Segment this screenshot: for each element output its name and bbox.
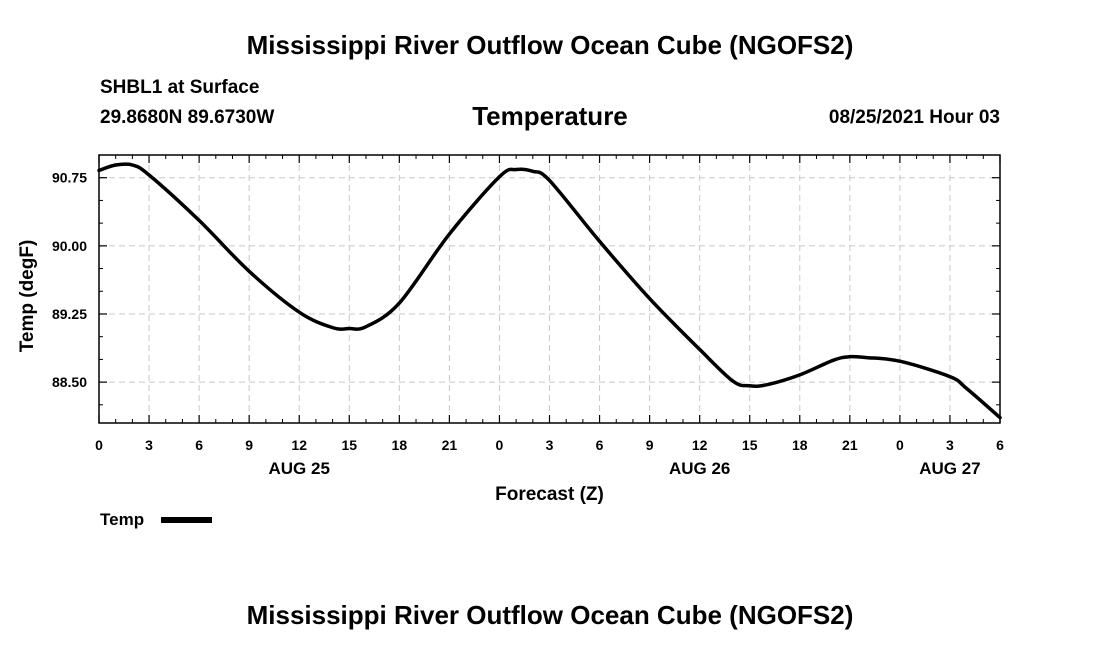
x-tick-label: 18: [392, 437, 408, 453]
station-label: SHBL1 at Surface: [100, 77, 260, 98]
x-tick-label: 9: [646, 437, 654, 453]
x-tick-label: 6: [195, 437, 203, 453]
x-tick-label: 0: [896, 437, 904, 453]
x-tick-label: 6: [996, 437, 1004, 453]
x-tick-label: 6: [596, 437, 604, 453]
variable-title: Temperature: [472, 101, 628, 131]
y-axis-label: Temp (degF): [17, 240, 38, 353]
x-tick-label: 12: [291, 437, 307, 453]
legend: Temp: [100, 510, 212, 529]
x-tick-label: 9: [245, 437, 253, 453]
day-label: AUG 27: [919, 459, 980, 478]
x-tick-label: 18: [792, 437, 808, 453]
grid-lines: [99, 155, 1000, 423]
x-tick-label: 3: [546, 437, 554, 453]
x-tick-label: 21: [842, 437, 858, 453]
datetime-label: 08/25/2021 Hour 03: [828, 107, 1000, 128]
series-line-temp: [97, 162, 1002, 420]
day-label: AUG 26: [669, 459, 730, 478]
x-tick-label: 0: [95, 437, 103, 453]
x-tick-label: 3: [946, 437, 954, 453]
y-tick-label: 89.25: [52, 306, 87, 322]
axis-ticks: 0 3 6 9 12 15 18 21 0 3 6 9 12 15 18 21 0 3 6 AUG 25 AUG 26 A…: [52, 154, 1004, 478]
legend-label: Temp: [100, 510, 144, 529]
x-tick-label: 21: [442, 437, 458, 453]
coordinates-label: 29.8680N 89.6730W: [100, 107, 275, 128]
x-tick-label: 12: [692, 437, 708, 453]
x-tick-label: 15: [341, 437, 357, 453]
x-tick-label: 3: [145, 437, 153, 453]
y-tick-label: 90.00: [52, 238, 87, 254]
y-tick-label: 90.75: [52, 170, 87, 186]
y-tick-label: 88.50: [52, 374, 87, 390]
footer-title: Mississippi River Outflow Ocean Cube (NG…: [246, 600, 854, 630]
x-tick-label: 15: [742, 437, 758, 453]
chart-title: Mississippi River Outflow Ocean Cube (NG…: [246, 30, 854, 60]
x-tick-label: 0: [496, 437, 504, 453]
day-label: AUG 25: [269, 459, 330, 478]
x-axis-label: Forecast (Z): [495, 484, 604, 505]
series-layer: [97, 162, 1002, 420]
